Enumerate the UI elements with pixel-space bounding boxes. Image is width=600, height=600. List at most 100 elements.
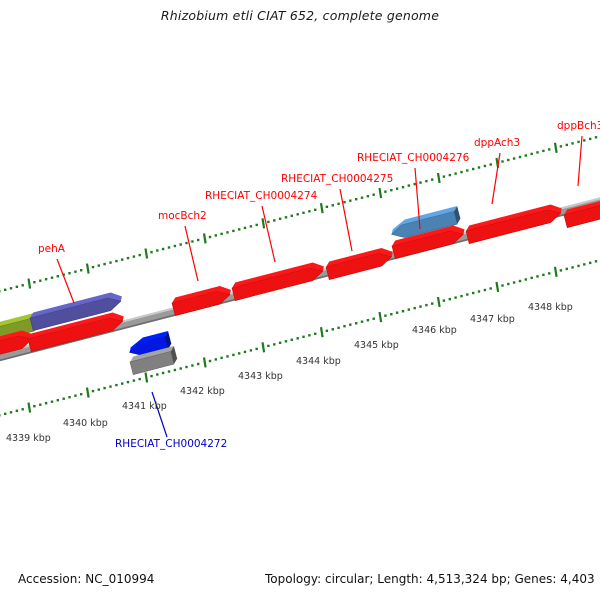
scale-tick-minor	[121, 258, 124, 261]
scale-label-4: 4343 kbp	[238, 371, 283, 382]
scale-tick-minor	[44, 402, 48, 405]
scale-tick-minor	[91, 389, 95, 393]
scale-label-layer: 4339 kbp 4340 kbp 4341 kbp 4342 kbp 4343 kbp…	[6, 302, 573, 444]
scale-tick-minor	[191, 364, 194, 367]
scale-tick-minor	[431, 302, 434, 305]
scale-tick-minor	[565, 143, 568, 147]
gene-body[interactable]	[129, 351, 175, 375]
gene-body[interactable]	[27, 315, 124, 352]
scale-tick-minor	[173, 368, 177, 372]
scale-tick-minor	[384, 314, 387, 317]
gene-top	[466, 204, 562, 231]
scale-tick-minor	[255, 223, 258, 227]
gene-gene-red-4276[interactable]	[391, 223, 467, 259]
scale-tick-minor	[366, 319, 370, 322]
scale-tick-major	[85, 263, 90, 274]
scale-tick-major	[553, 142, 558, 153]
scale-tick-major	[85, 387, 90, 398]
gene-top	[0, 330, 34, 346]
scale-tick-minor	[273, 343, 276, 346]
gene-label-dppBch3[interactable]: dppBch3	[557, 120, 600, 132]
scale-tick-minor	[138, 253, 141, 257]
gene-top	[172, 286, 231, 303]
scale-label-7: 4346 kbp	[412, 325, 457, 336]
gene-label-RHECIAT_CH0004274[interactable]: RHECIAT_CH0004274	[205, 190, 318, 202]
scale-tick-minor	[489, 163, 492, 166]
scale-tick-minor	[501, 160, 504, 163]
gene-gene-slate-pehA[interactable]	[29, 290, 125, 331]
leader-line-mocBch2	[184, 225, 199, 282]
scale-tick-minor	[161, 371, 165, 375]
scale-tick-minor	[232, 353, 235, 357]
scale-tick-minor	[349, 323, 352, 326]
scale-tick-minor	[343, 201, 346, 204]
scale-tick-minor	[512, 281, 516, 284]
scale-tick-major	[378, 311, 383, 323]
gene-top	[129, 331, 169, 353]
scale-tick-minor	[74, 394, 77, 397]
leader-line-dppAch3	[491, 152, 501, 205]
scale-tick-minor	[589, 137, 592, 141]
scale-tick-minor	[214, 234, 217, 237]
scale-tick-minor	[115, 259, 118, 263]
scale-tick-minor	[507, 158, 510, 162]
scale-tick-minor	[407, 308, 410, 311]
scale-tick-minor	[565, 267, 568, 271]
scale-tick-minor	[401, 186, 405, 189]
scale-tick-minor	[50, 400, 54, 403]
scale-label-1: 4340 kbp	[63, 418, 108, 429]
gene-label-mocBch2[interactable]: mocBch2	[158, 210, 207, 222]
scale-tick-minor	[33, 281, 36, 284]
gene-label-RHECIAT_CH0004275[interactable]: RHECIAT_CH0004275	[281, 173, 393, 185]
scale-tick-minor	[214, 358, 217, 361]
scale-tick-minor	[355, 322, 358, 325]
scale-tick-minor	[343, 325, 346, 328]
scale-tick-minor	[185, 365, 188, 369]
scale-tick-minor	[460, 294, 463, 298]
scale-tick-minor	[109, 385, 112, 388]
gene-body[interactable]	[231, 265, 324, 301]
gene-gene-red-b[interactable]	[27, 310, 127, 352]
scale-tick-minor	[594, 136, 598, 139]
gene-body[interactable]	[465, 207, 562, 244]
gene-gene-red-mocBch2[interactable]	[171, 284, 234, 316]
scale-tick-minor	[197, 238, 200, 242]
scale-tick-minor	[44, 278, 48, 281]
scale-tick-minor	[360, 196, 364, 199]
gene-gene-red-4274[interactable]	[231, 260, 327, 301]
gene-label-dppAch3[interactable]: dppAch3	[474, 137, 520, 149]
gene-label-pehA[interactable]: pehA	[38, 243, 66, 255]
gene-gene-steelblue[interactable]	[389, 206, 462, 241]
gene-label-RHECIAT_CH0004272[interactable]: RHECIAT_CH0004272	[115, 438, 227, 450]
gene-top	[28, 312, 124, 339]
scale-tick-minor	[466, 293, 469, 296]
gene-top	[326, 248, 393, 267]
scale-tick-minor	[395, 187, 399, 190]
scale-tick-minor	[337, 202, 340, 205]
scale-tick-minor	[33, 405, 36, 408]
scale-tick-minor	[91, 265, 95, 269]
scale-tick-minor	[150, 250, 153, 254]
scale-tick-minor	[524, 278, 527, 281]
gene-body[interactable]	[171, 289, 231, 316]
gene-body[interactable]	[391, 228, 465, 259]
gene-gene-red-4275[interactable]	[325, 246, 395, 280]
gene-gene-red-dppAch3[interactable]	[465, 202, 565, 244]
scale-tick-minor	[243, 350, 247, 354]
gene-body[interactable]	[325, 251, 393, 280]
leader-line-RHECIAT_CH0004274	[261, 205, 276, 263]
gene-body[interactable]	[390, 211, 458, 241]
scale-tick-minor	[21, 284, 24, 287]
gene-gene-gray-box[interactable]	[129, 346, 178, 375]
scale-tick-minor	[290, 338, 293, 341]
gene-body[interactable]	[0, 333, 34, 359]
scale-label-8: 4347 kbp	[470, 314, 515, 325]
scale-tick-minor	[501, 284, 504, 287]
gene-body[interactable]	[29, 295, 122, 331]
scale-tick-minor	[126, 256, 130, 260]
scale-tick-minor	[372, 317, 375, 320]
scale-tick-minor	[448, 297, 451, 301]
scale-tick-minor	[308, 334, 311, 337]
gene-label-RHECIAT_CH0004276[interactable]: RHECIAT_CH0004276	[357, 152, 470, 164]
